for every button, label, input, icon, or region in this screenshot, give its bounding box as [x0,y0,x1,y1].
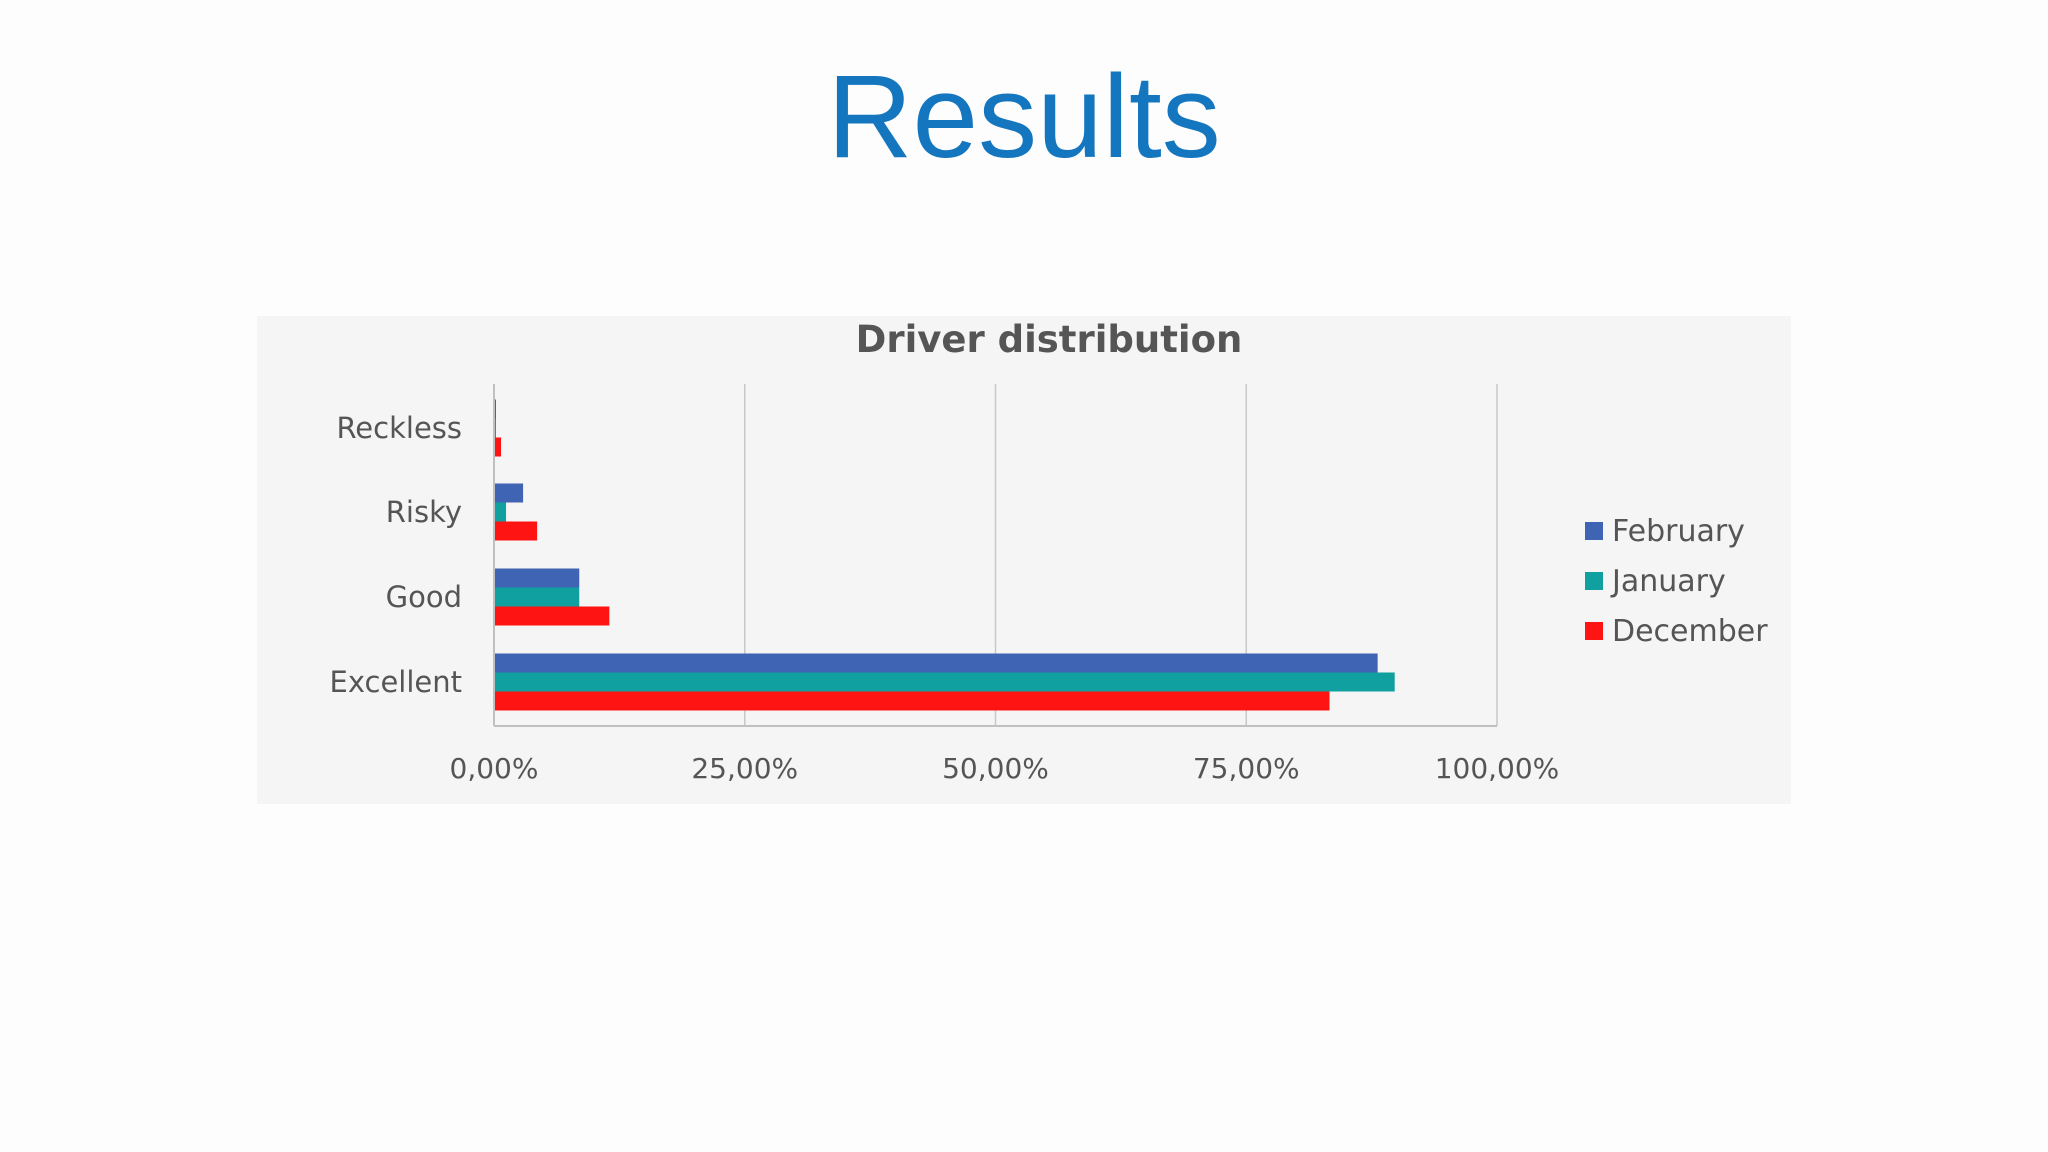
legend: February January December [1585,514,1768,649]
legend-label-december: December [1612,614,1768,649]
bar-good-february [494,568,580,588]
legend-swatch-december [1585,622,1603,640]
category-label-good: Good [386,580,462,614]
x-tick-label: 75,00% [1193,752,1300,785]
category-label-reckless: Reckless [336,411,462,445]
bar-group [494,399,1395,711]
slide-title: Results [827,51,1221,183]
category-label-excellent: Excellent [330,665,462,699]
legend-swatch-february [1585,522,1603,540]
axis-labels: 0,00% 25,00% 50,00% 75,00% 100,00% Reckless Ri… [330,411,1560,785]
chart-panel [257,316,1791,804]
bar-reckless-february [494,399,497,419]
legend-label-february: February [1612,514,1745,549]
bar-excellent-february [494,653,1378,673]
bar-good-january [494,587,580,607]
bar-risky-january [494,502,507,522]
bar-good-december [494,606,610,626]
chart-title: Driver distribution [856,318,1243,361]
legend-swatch-january [1585,572,1603,590]
bar-excellent-december [494,691,1330,711]
x-tick-label: 25,00% [691,752,798,785]
bar-risky-december [494,521,538,541]
bar-excellent-january [494,672,1395,692]
legend-label-january: January [1610,564,1726,599]
bar-reckless-december [494,437,502,457]
category-label-risky: Risky [386,495,462,529]
x-tick-label: 0,00% [450,752,539,785]
x-tick-label: 50,00% [942,752,1049,785]
bar-reckless-january [494,418,497,438]
x-tick-label: 100,00% [1435,752,1560,785]
bar-risky-february [494,483,524,503]
axes [493,384,1497,727]
